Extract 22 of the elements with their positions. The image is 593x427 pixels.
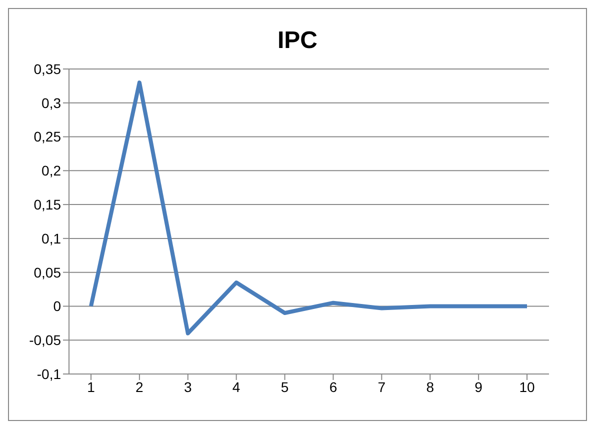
x-tick-label: 7 [378, 378, 386, 395]
x-tick-label: 1 [87, 378, 96, 395]
x-tick-label: 8 [426, 378, 434, 395]
x-tick-label: 2 [136, 378, 144, 395]
y-tick-label: 0 [53, 298, 62, 314]
y-tick-label: 0,3 [42, 94, 62, 111]
x-tick-label: 3 [184, 378, 192, 395]
y-tick-label: -0,1 [36, 366, 62, 382]
y-tick-label: 0,15 [34, 196, 62, 213]
line-series [89, 80, 529, 336]
x-tick-label: 4 [232, 378, 240, 395]
y-tick-label: 0,25 [34, 128, 62, 145]
x-tick-label: 6 [329, 378, 338, 395]
y-tick-label: 0,35 [34, 60, 62, 77]
x-tick-label: 5 [280, 378, 289, 395]
y-tick-label: -0,05 [29, 332, 62, 348]
y-tick-label: 0,05 [34, 264, 62, 280]
chart-title: IPC [276, 27, 318, 56]
y-tick-label: 0,2 [42, 162, 62, 179]
x-tick-label: 10 [519, 378, 535, 395]
x-tick-label: 9 [474, 378, 483, 395]
y-tick-label: 0,1 [42, 230, 62, 246]
